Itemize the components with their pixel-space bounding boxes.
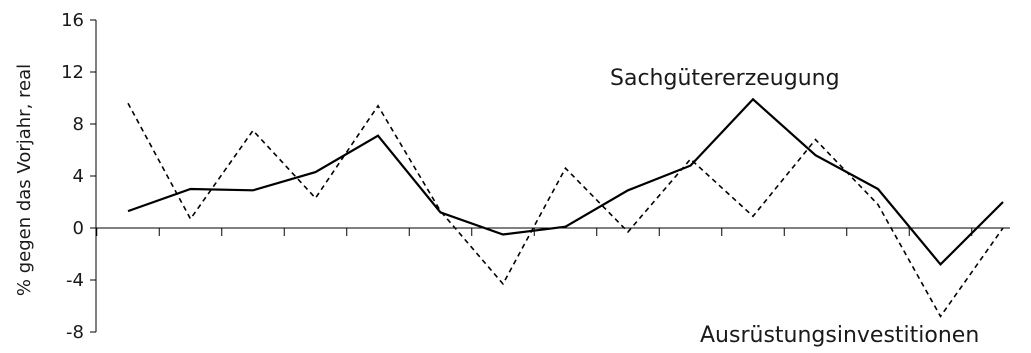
y-tick-label: 4 xyxy=(73,166,84,187)
y-axis-title: % gegen das Vorjahr, real xyxy=(14,64,35,296)
y-tick-label: 8 xyxy=(73,114,84,135)
y-tick-label: 12 xyxy=(61,62,84,83)
series-label-sachgutererzeugung: Sachgütererzeugung xyxy=(610,66,840,91)
y-tick-label: 0 xyxy=(73,218,84,239)
y-axis: -8 -4 0 4 8 12 16 xyxy=(61,10,97,343)
y-tick-label: -4 xyxy=(66,270,84,291)
series-line-sachgutererzeugung xyxy=(127,97,1004,267)
y-tick-label: -8 xyxy=(66,322,84,343)
series-group xyxy=(127,97,1004,318)
series-line-ausrustungsinvestitionen xyxy=(127,102,1004,318)
series-label-ausrustungsinvestitionen: Ausrüstungsinvestitionen xyxy=(700,323,979,348)
y-tick-label: 16 xyxy=(61,10,84,31)
